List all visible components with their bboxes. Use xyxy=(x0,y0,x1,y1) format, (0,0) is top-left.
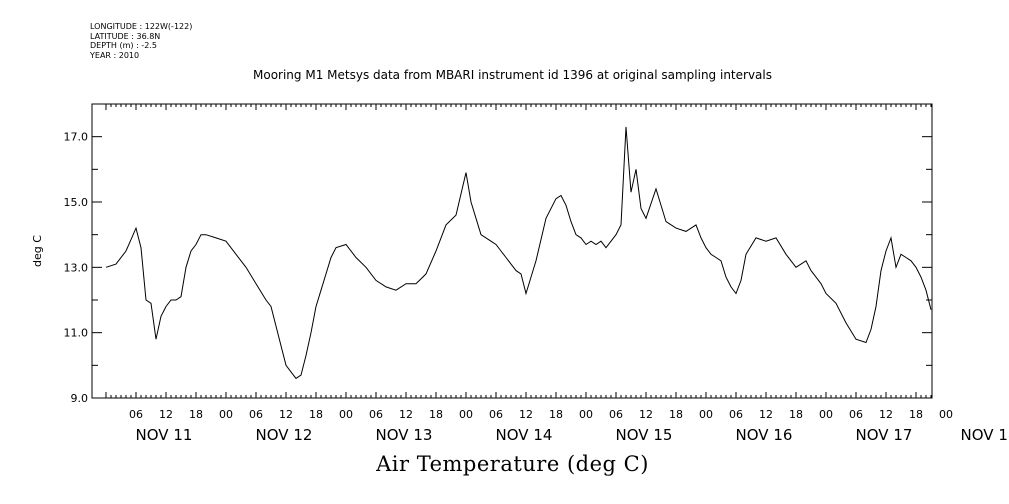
y-tick-label: 15.0 xyxy=(64,196,89,209)
series-line xyxy=(105,126,932,380)
plot-frame xyxy=(91,103,933,399)
y-tick-labels: 9.0 11.0 13.0 15.0 17.0 xyxy=(64,131,89,405)
x-tick-label: 00 xyxy=(939,408,953,421)
latitude-label: LATITUDE : 36.8N xyxy=(90,31,161,41)
longitude-label: LONGITUDE : 122W(-122) xyxy=(90,22,193,31)
x-day-label: NOV 13 xyxy=(376,426,433,444)
x-tick-label: 00 xyxy=(219,408,233,421)
x-tick-label: 00 xyxy=(819,408,833,421)
x-tick-label: 12 xyxy=(759,408,773,421)
x-tick-label: 18 xyxy=(789,408,803,421)
x-tick-label: 06 xyxy=(129,408,143,421)
axis-ticks xyxy=(92,103,932,399)
x-tick-label: 18 xyxy=(909,408,923,421)
y-tick-label: 13.0 xyxy=(64,261,89,274)
x-tick-label: 00 xyxy=(579,408,593,421)
y-tick-label: 9.0 xyxy=(71,392,89,405)
x-tick-labels: 06 12 18 00 06 12 18 00 06 12 18 00 06 12 18 00 06 12 18 00… xyxy=(129,408,1009,444)
x-tick-label: 12 xyxy=(639,408,653,421)
x-tick-label: 00 xyxy=(339,408,353,421)
x-tick-label: 12 xyxy=(159,408,173,421)
x-tick-label: 06 xyxy=(609,408,623,421)
x-tick-label: 12 xyxy=(279,408,293,421)
x-tick-label: 12 xyxy=(399,408,413,421)
x-day-label: NOV 11 xyxy=(136,426,193,444)
x-day-label: NOV 17 xyxy=(856,426,913,444)
chart-title: Mooring M1 Metsys data from MBARI instru… xyxy=(253,68,772,82)
x-tick-label: 06 xyxy=(369,408,383,421)
depth-label: DEPTH (m) : -2.5 xyxy=(90,41,157,50)
x-day-label: NOV 18 xyxy=(961,426,1009,444)
x-tick-label: 18 xyxy=(549,408,563,421)
x-tick-label: 18 xyxy=(429,408,443,421)
x-day-label: NOV 16 xyxy=(736,426,793,444)
y-axis-label: deg C xyxy=(31,235,44,267)
x-tick-label: 06 xyxy=(729,408,743,421)
x-tick-label: 06 xyxy=(249,408,263,421)
y-tick-label: 11.0 xyxy=(64,327,89,340)
x-tick-label: 18 xyxy=(669,408,683,421)
x-day-label: NOV 12 xyxy=(256,426,313,444)
x-tick-label: 12 xyxy=(519,408,533,421)
location-metadata: LONGITUDE : 122W(-122) LATITUDE : 36.8N … xyxy=(90,22,192,60)
x-tick-label: 00 xyxy=(699,408,713,421)
y-tick-label: 17.0 xyxy=(64,131,89,144)
x-day-label: NOV 14 xyxy=(496,426,553,444)
year-label: YEAR : 2010 xyxy=(90,50,140,60)
x-tick-label: 06 xyxy=(489,408,503,421)
x-tick-label: 18 xyxy=(189,408,203,421)
x-tick-label: 18 xyxy=(309,408,323,421)
x-tick-label: 06 xyxy=(849,408,863,421)
x-axis-label: Air Temperature (deg C) xyxy=(376,452,649,476)
x-tick-label: 00 xyxy=(459,408,473,421)
x-tick-label: 12 xyxy=(879,408,893,421)
x-day-label: NOV 15 xyxy=(616,426,673,444)
